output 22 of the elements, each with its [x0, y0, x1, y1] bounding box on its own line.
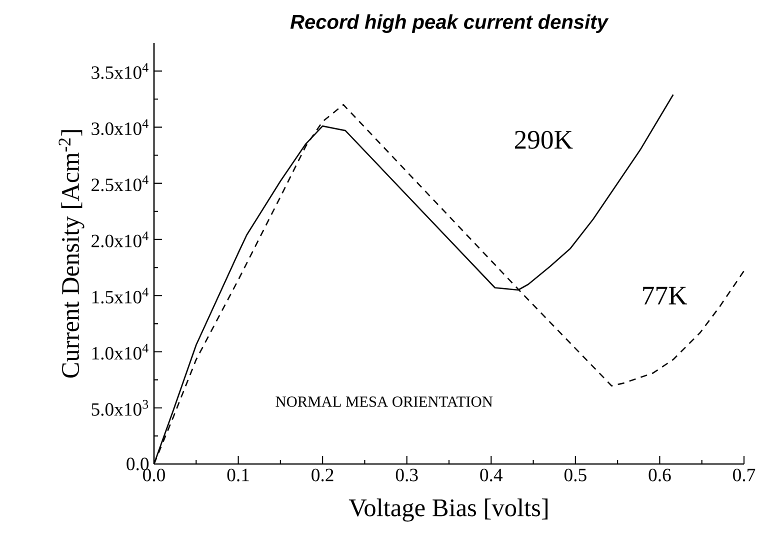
y-tick-label: 1.5x10$^{4}$: [92, 288, 148, 304]
y-tick-label: 5.0x10$^{3}$: [92, 400, 148, 416]
y-tick-label: 2.5x10$^{4}$: [92, 175, 148, 192]
y-tick-label: 2.0x10$^{4}$: [92, 232, 148, 248]
x-tick-label: 0.2: [312, 468, 334, 482]
x-tick-label: 0.1: [227, 468, 249, 482]
x-tick-label: 0.3: [396, 468, 418, 482]
y-tick-label: 0.0: [126, 458, 149, 470]
y-tick-label: 1.0x10$^{4}$: [92, 344, 148, 360]
x-tick-label: 0.6: [648, 468, 671, 482]
text: 290K: [514, 130, 573, 149]
y-axis-title: Current Density [Acm$^{-2}$]: [58, 130, 84, 378]
y-tick-label: 3.5x10$^{4}$: [92, 63, 148, 79]
x-tick-label: 0.0: [143, 468, 165, 482]
x-tick-label: 0.5: [564, 468, 586, 482]
series-label: 77K: [643, 286, 688, 304]
x-tick-label: 0.7: [733, 468, 756, 482]
annotation: NORMAL MESA ORIENTATION: [276, 396, 493, 407]
x-tick-label: 0.4: [480, 468, 503, 482]
y-tick-label: 3.0x10$^{4}$: [92, 119, 148, 136]
x-axis-title: Voltage Bias [volts]: [348, 498, 548, 522]
chart-title: Record high peak current density: [290, 14, 609, 33]
